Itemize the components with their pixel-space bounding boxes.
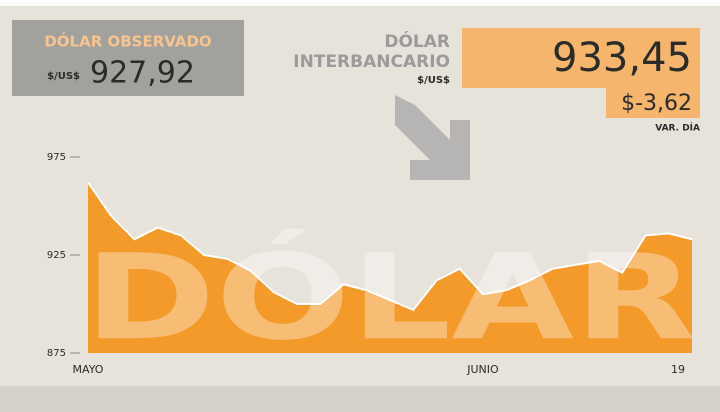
area xyxy=(88,182,692,353)
variation-box xyxy=(606,88,700,118)
x-tick-label: MAYO xyxy=(73,363,104,376)
observado-label: DÓLAR OBSERVADO xyxy=(44,32,211,51)
y-tick-label: 875 xyxy=(47,348,66,359)
variation-value: $-3,62 xyxy=(621,91,692,116)
y-tick-label: 975 xyxy=(47,152,66,163)
observado-unit: $/US$ xyxy=(47,71,80,82)
down-arrow xyxy=(395,95,470,180)
interbancario-box xyxy=(462,28,700,88)
interbancario-unit: $/US$ xyxy=(417,75,450,86)
interbancario-label: DÓLAR xyxy=(384,30,450,52)
observado-value: 927,92 xyxy=(90,56,195,91)
observado-box xyxy=(12,20,244,96)
interbancario-label: INTERBANCARIO xyxy=(293,52,450,72)
interbancario-value: 933,45 xyxy=(552,35,692,81)
x-tick-label: JUNIO xyxy=(466,363,499,376)
y-tick-label: 925 xyxy=(47,250,66,261)
x-tick-label: 19 xyxy=(671,363,685,376)
watermark: DÓLAR xyxy=(84,228,696,366)
footer-band xyxy=(0,386,720,412)
line-edge xyxy=(87,181,693,312)
variation-label: VAR. DÍA xyxy=(655,122,700,134)
